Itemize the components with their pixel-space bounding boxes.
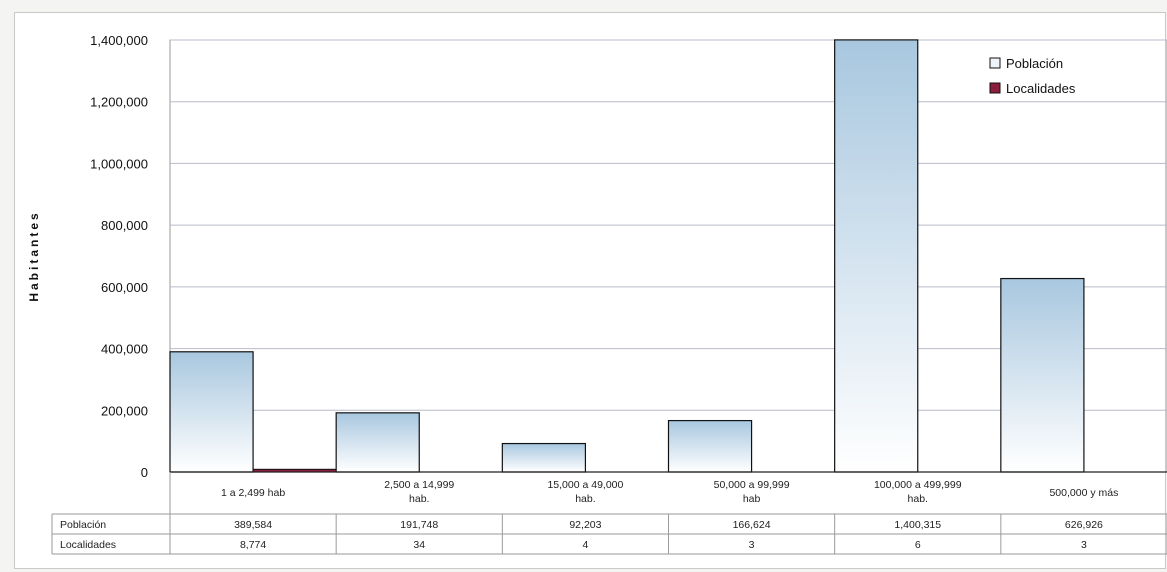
legend-label: Población <box>1006 56 1063 71</box>
x-tick-label: 500,000 y más <box>1049 487 1118 499</box>
x-tick-label: 2,500 a 14,999 <box>384 479 454 491</box>
y-tick-label: 0 <box>141 465 148 480</box>
y-tick-label: 600,000 <box>101 280 148 295</box>
x-tick-label: 1 a 2,499 hab <box>221 487 285 499</box>
x-tick-label: hab <box>743 493 761 505</box>
table-cell: 4 <box>582 539 588 551</box>
bar-poblacion[interactable] <box>169 351 254 473</box>
table-row-label: Localidades <box>60 539 116 551</box>
table-cell: 166,624 <box>733 519 771 531</box>
table-cell: 626,926 <box>1065 519 1103 531</box>
legend-label: Localidades <box>1006 81 1076 96</box>
y-tick-label: 400,000 <box>101 342 148 357</box>
table-cell: 389,584 <box>234 519 272 531</box>
bar-poblacion[interactable] <box>335 412 420 473</box>
table-cell: 3 <box>749 539 755 551</box>
y-tick-label: 1,200,000 <box>90 95 148 110</box>
legend-swatch <box>989 82 1001 94</box>
bar-poblacion[interactable] <box>834 39 919 473</box>
y-tick-label: 200,000 <box>101 403 148 418</box>
table-cell: 191,748 <box>400 519 438 531</box>
table-cell: 92,203 <box>569 519 601 531</box>
y-axis-title: Habitantes <box>27 210 41 301</box>
y-tick-label: 1,000,000 <box>90 156 148 171</box>
x-tick-label: 15,000 a 49,000 <box>547 479 623 491</box>
bar-poblacion[interactable] <box>667 419 753 473</box>
chart-frame <box>14 12 1166 569</box>
table-row-label: Población <box>60 519 106 531</box>
y-tick-label: 1,400,000 <box>90 33 148 48</box>
x-tick-label: 100,000 a 499,999 <box>874 479 962 491</box>
table-cell: 3 <box>1081 539 1087 551</box>
table-cell: 8,774 <box>240 539 266 551</box>
x-tick-label: hab. <box>575 493 595 505</box>
table-cell: 34 <box>413 539 425 551</box>
x-tick-label: 50,000 a 99,999 <box>714 479 790 491</box>
bar-poblacion[interactable] <box>1000 277 1085 473</box>
legend-swatch <box>989 57 1001 69</box>
bar-poblacion[interactable] <box>501 442 587 473</box>
y-tick-label: 800,000 <box>101 218 148 233</box>
x-tick-label: hab. <box>908 493 928 505</box>
table-cell: 1,400,315 <box>894 519 941 531</box>
table-cell: 6 <box>915 539 921 551</box>
x-tick-label: hab. <box>409 493 429 505</box>
